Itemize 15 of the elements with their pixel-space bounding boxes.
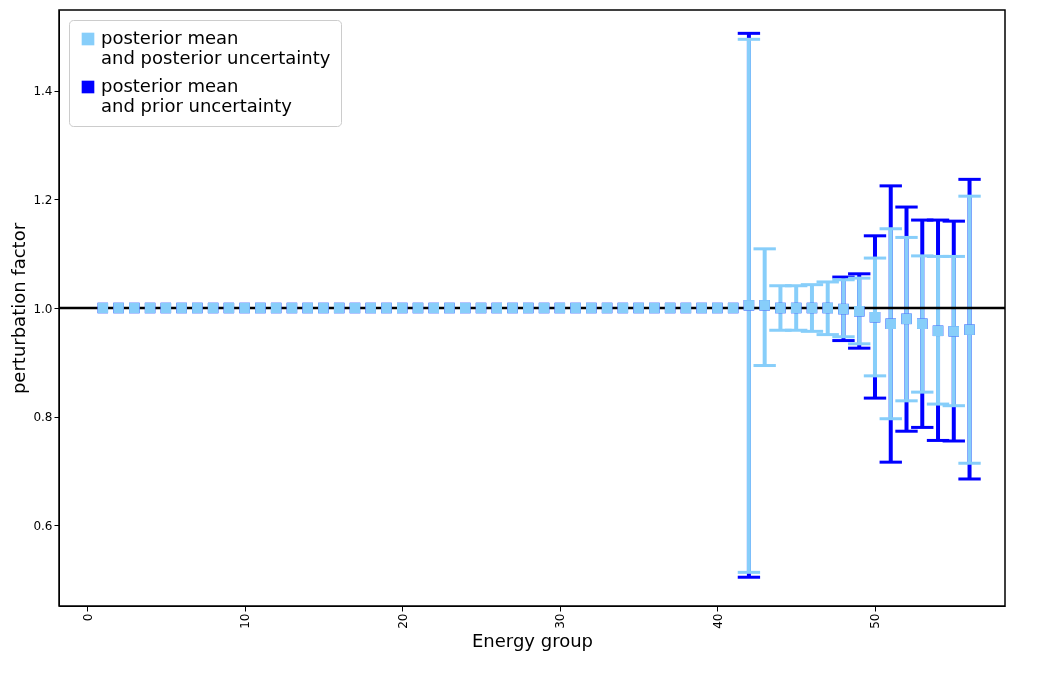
x-tick-label: 10 <box>238 613 253 629</box>
legend-label: posterior mean and prior uncertainty <box>101 75 293 116</box>
y-tick-label: 1.2 <box>33 192 53 207</box>
x-tick-label: 40 <box>710 613 725 629</box>
y-tick-label: 1.4 <box>33 84 53 99</box>
x-tick-label: 20 <box>395 613 410 629</box>
y-tick-label: 0.8 <box>33 410 53 425</box>
y-tick-label: 0.6 <box>33 518 53 533</box>
y-axis-title: perturbation factor <box>8 222 30 395</box>
y-tick-label: 1.0 <box>33 301 53 316</box>
x-tick-label: 0 <box>80 613 95 622</box>
legend-label: posterior mean and posterior uncertainty <box>101 27 331 68</box>
x-tick-label: 50 <box>868 613 883 629</box>
x-tick-label: 30 <box>553 613 568 629</box>
x-axis-title: Energy group <box>471 629 594 651</box>
